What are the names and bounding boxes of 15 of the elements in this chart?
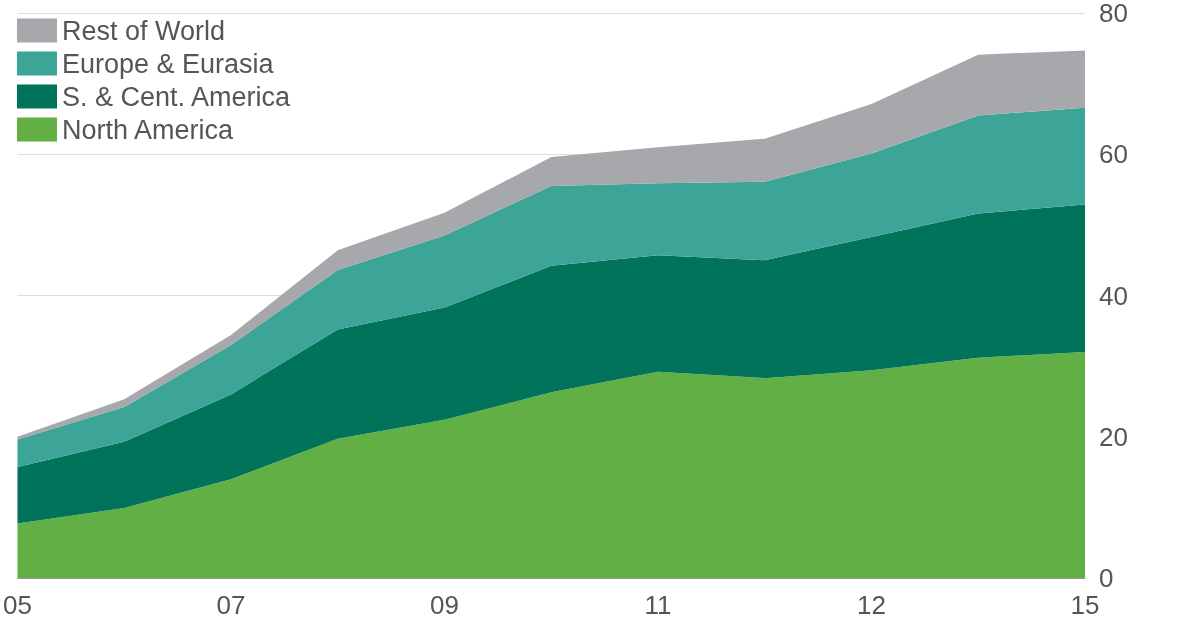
y-tick-label: 20 xyxy=(1099,421,1128,452)
x-tick-label: 07 xyxy=(216,590,246,619)
x-tick-label: 05 xyxy=(3,590,32,619)
x-tick-label: 12 xyxy=(857,590,886,619)
y-tick-label: 80 xyxy=(1099,0,1128,28)
y-tick-label: 60 xyxy=(1099,139,1128,170)
x-tick-label: 15 xyxy=(1070,590,1100,619)
legend-label: Europe & Eurasia xyxy=(62,48,275,79)
legend-label: S. & Cent. America xyxy=(62,81,292,112)
y-tick-label: 0 xyxy=(1099,563,1114,593)
y-tick-label: 40 xyxy=(1099,280,1128,311)
x-tick-label: 09 xyxy=(430,590,459,619)
x-tick-label: 11 xyxy=(644,590,672,619)
legend-label: North America xyxy=(62,114,235,145)
legend-label: Rest of World xyxy=(62,15,226,46)
